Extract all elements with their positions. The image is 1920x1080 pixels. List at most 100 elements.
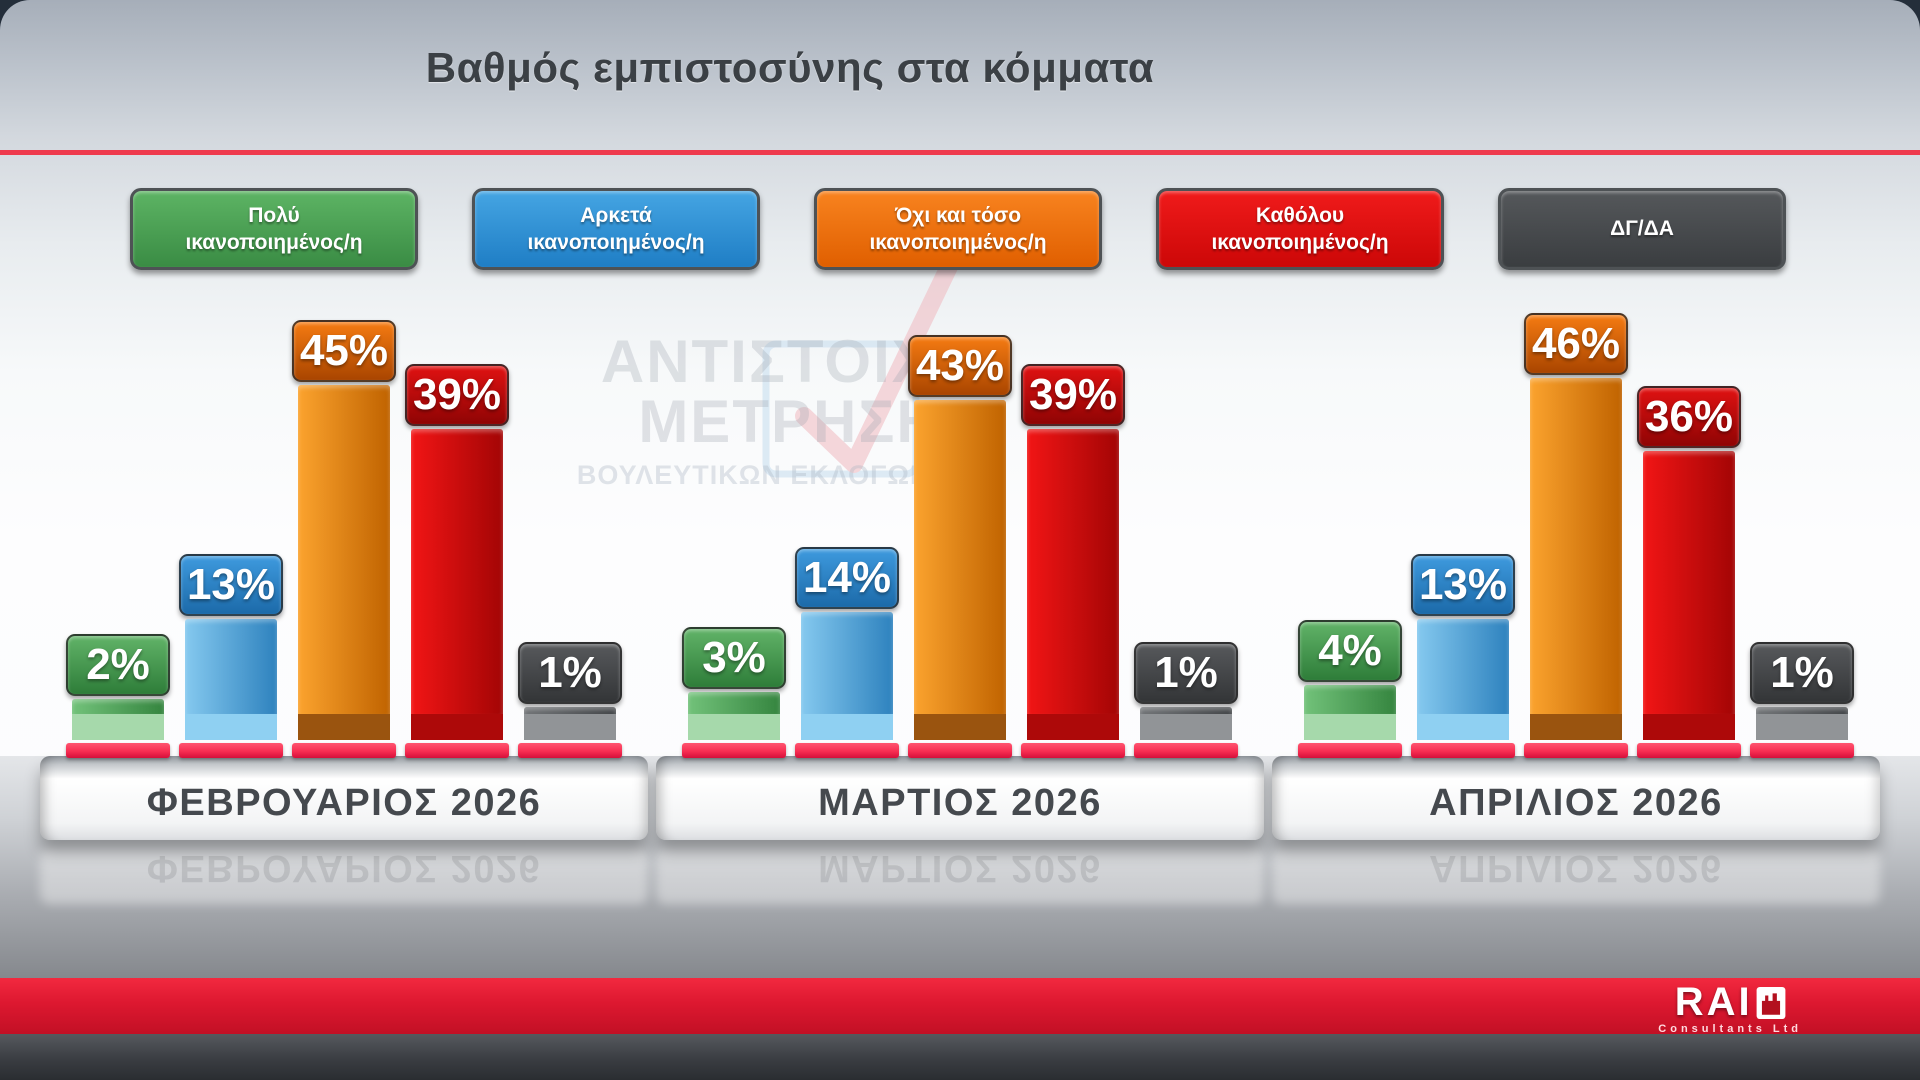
base-slab [518, 743, 622, 758]
bar-base [524, 714, 616, 740]
bar-column: 2% [66, 634, 170, 758]
bar [1027, 429, 1119, 714]
footer-red-band [0, 978, 1920, 1034]
value-badge: 45% [292, 320, 396, 382]
bar [185, 619, 277, 714]
base-slab [1298, 743, 1402, 758]
legend-item-label-line2: ικανοποιημένος/η [869, 231, 1047, 254]
bar-base [411, 714, 503, 740]
bar [1643, 451, 1735, 714]
bar [298, 385, 390, 714]
bar-base [298, 714, 390, 740]
bar [1756, 707, 1848, 714]
rai-logo: RAI Consultants Ltd [1658, 980, 1802, 1035]
value-badge: 13% [1411, 554, 1515, 616]
base-slab [1750, 743, 1854, 758]
legend-item-label: Αρκετά [580, 203, 652, 227]
bar-base [72, 714, 164, 740]
footer-dark-band [0, 1034, 1920, 1080]
bar-column: 45% [292, 320, 396, 758]
base-slab [1411, 743, 1515, 758]
bar-base [1027, 714, 1119, 740]
bar-column: 36% [1637, 386, 1741, 758]
legend-item-label: Καθόλου [1255, 203, 1345, 227]
base-slab [1637, 743, 1741, 758]
legend-item-label-line2: ικανοποιημένος/η [527, 231, 705, 254]
value-badge: 43% [908, 335, 1012, 397]
value-badge: 1% [1134, 642, 1238, 704]
bar [1140, 707, 1232, 714]
bar-group-february: 2% 13% 45% 39% 1% [66, 0, 622, 758]
month-label: ΜΑΡΤΙΟΣ 2026 [818, 782, 1102, 824]
value-badge: 39% [1021, 364, 1125, 426]
legend-item: ΔΓ/ΔΑ [1498, 188, 1786, 270]
base-slab [405, 743, 509, 758]
bar-base [185, 714, 277, 740]
bar-column: 1% [518, 642, 622, 758]
value-badge: 4% [1298, 620, 1402, 682]
legend: Πολύ ικανοποιημένος/η Αρκετά ικανοποιημένος… [130, 188, 1786, 270]
base-slab [682, 743, 786, 758]
legend-item: Αρκετά ικανοποιημένος/η [472, 188, 760, 270]
bar-column: 39% [405, 364, 509, 758]
top-panel: ΑΝΤΙΣΤΟΙΧΗ ΜΕΤΡΗΣΗ ΒΟΥΛΕΥΤΙΚΩΝ ΕΚΛΟΓΩΝ 2… [0, 0, 1920, 978]
legend-item-label: Πολύ [248, 203, 300, 227]
month-platform: ΦΕΒΡΟΥΑΡΙΟΣ 2026 [40, 756, 648, 840]
bar-base [1643, 714, 1735, 740]
value-badge: 2% [66, 634, 170, 696]
base-slab [66, 743, 170, 758]
base-slab [292, 743, 396, 758]
bar-column: 14% [795, 547, 899, 758]
bar-base [1304, 714, 1396, 740]
bar-base [1756, 714, 1848, 740]
bar [688, 692, 780, 714]
value-badge: 46% [1524, 313, 1628, 375]
bar-column: 46% [1524, 313, 1628, 758]
bar [1417, 619, 1509, 714]
value-badge: 39% [405, 364, 509, 426]
bar-column: 13% [1411, 554, 1515, 758]
header: Βαθμός εμπιστοσύνης στα κόμματα [0, 44, 1580, 92]
bar-base [1530, 714, 1622, 740]
bar-base [1140, 714, 1232, 740]
base-slab [1134, 743, 1238, 758]
month-label-reflection: ΦΕΒΡΟΥΑΡΙΟΣ 2026 [146, 847, 542, 889]
bar-base [801, 714, 893, 740]
month-platform: ΑΠΡΙΛΙΟΣ 2026 [1272, 756, 1880, 840]
bar-base [1417, 714, 1509, 740]
bar [914, 400, 1006, 714]
month-label-reflection: ΑΠΡΙΛΙΟΣ 2026 [1429, 847, 1723, 889]
bar [524, 707, 616, 714]
month-label: ΦΕΒΡΟΥΑΡΙΟΣ 2026 [146, 782, 542, 824]
bar-group-march: 3% 14% 43% 39% 1% [682, 0, 1238, 758]
bar-column: 4% [1298, 620, 1402, 758]
bar-column: 1% [1134, 642, 1238, 758]
bar [411, 429, 503, 714]
month-label-reflection: ΜΑΡΤΙΟΣ 2026 [818, 847, 1102, 889]
watermark-line2: ΜΕΤΡΗΣΗ [638, 388, 942, 455]
legend-item-label-line2: ικανοποιημένος/η [185, 231, 363, 254]
page-title: Βαθμός εμπιστοσύνης στα κόμματα [425, 44, 1155, 91]
bar-base [914, 714, 1006, 740]
legend-item-label-line2: ικανοποιημένος/η [1211, 231, 1389, 254]
base-slab [1021, 743, 1125, 758]
bar-column: 13% [179, 554, 283, 758]
rai-building-icon [1756, 986, 1785, 1019]
month-label: ΑΠΡΙΛΙΟΣ 2026 [1429, 782, 1723, 824]
value-badge: 14% [795, 547, 899, 609]
rai-brand-text: RAI [1674, 980, 1753, 1024]
bar [72, 699, 164, 714]
bar-column: 43% [908, 335, 1012, 758]
legend-item: Πολύ ικανοποιημένος/η [130, 188, 418, 270]
month-platform: ΜΑΡΤΙΟΣ 2026 [656, 756, 1264, 840]
bar-column: 3% [682, 627, 786, 758]
bar-column: 39% [1021, 364, 1125, 758]
base-slab [1524, 743, 1628, 758]
legend-item: Όχι και τόσο ικανοποιημένος/η [814, 188, 1102, 270]
platform-reflection [1272, 848, 1880, 904]
platform-reflection [656, 848, 1264, 904]
bar [1530, 378, 1622, 714]
bar [1304, 685, 1396, 714]
bar-base [688, 714, 780, 740]
